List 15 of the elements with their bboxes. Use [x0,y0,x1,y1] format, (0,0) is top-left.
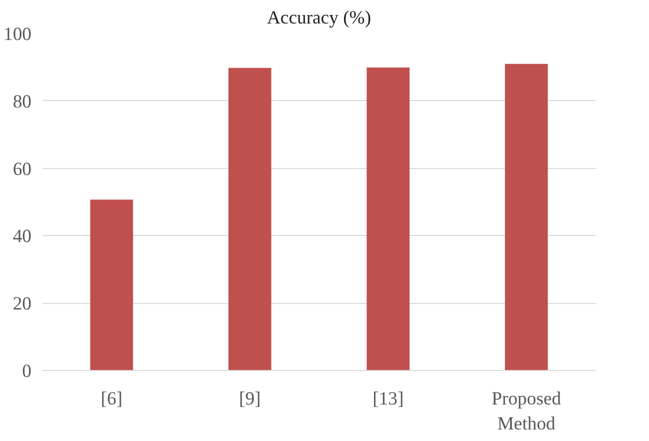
y-tick-label: 100 [4,24,32,45]
bar [504,64,548,370]
x-tick-label: Proposed Method [492,388,562,435]
bar [90,200,134,370]
chart-title: Accuracy (%) [266,8,372,28]
y-tick-label: 40 [12,226,32,248]
y-tick-label: 60 [12,158,32,180]
bar [228,68,272,370]
x-tick-label: [13] [372,388,404,410]
y-tick-label: 80 [12,91,32,112]
x-tick-label: [9] [239,388,261,410]
y-tick-label: 20 [12,294,32,315]
x-tick-label: [6] [100,388,123,410]
bar [366,68,410,370]
y-tick-label: 0 [22,361,32,382]
